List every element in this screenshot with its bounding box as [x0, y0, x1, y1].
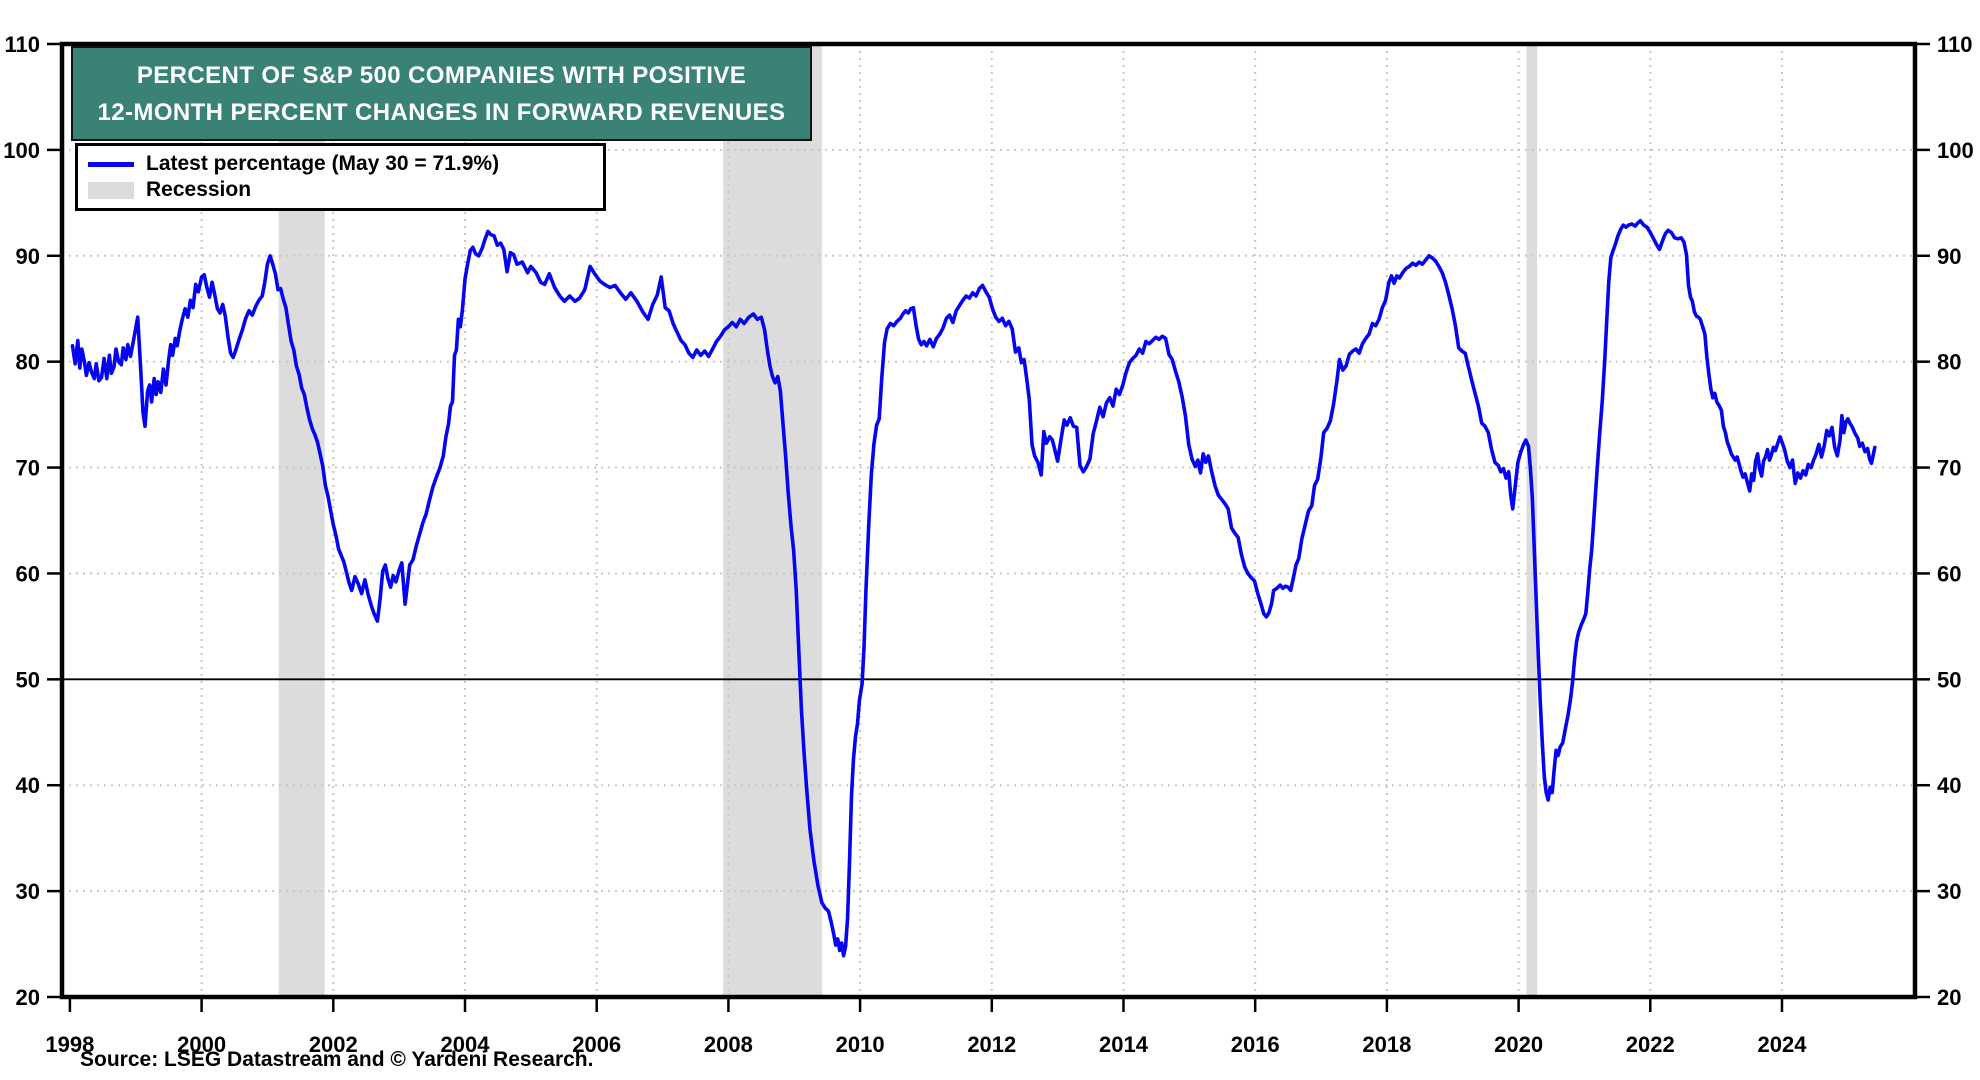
plot-frame [59, 41, 1918, 1000]
axis-labels: 1998 2000 2002 2004 2006 2008 2010 2012 2014 2016… [3, 32, 1973, 1057]
y-tick-label-left: 50 [16, 667, 40, 692]
chart-title-line2: 12-MONTH PERCENT CHANGES IN FORWARD REVE… [97, 98, 786, 126]
legend: Latest percentage (May 30 = 71.9%) Reces… [75, 143, 606, 211]
y-tick-label-left: 70 [16, 456, 40, 481]
recession-swatch [88, 181, 134, 199]
y-tick-label-left: 80 [16, 350, 40, 375]
y-tick-label-left: 90 [16, 244, 40, 269]
y-tick-label-right: 70 [1937, 456, 1961, 481]
x-tick-label: 1998 [45, 1032, 94, 1057]
plot-border [59, 41, 1918, 1000]
x-tick-label: 2002 [309, 1032, 358, 1057]
y-tick-label-right: 50 [1937, 667, 1961, 692]
axis-ticks [47, 42, 1930, 1012]
y-tick-label-right: 80 [1937, 350, 1961, 375]
y-tick-label-left: 110 [5, 32, 41, 57]
y-tick-label-left: 30 [16, 879, 40, 904]
chart-title-box: PERCENT OF S&P 500 COMPANIES WITH POSITI… [71, 46, 812, 141]
y-tick-label-right: 20 [1937, 985, 1961, 1010]
legend-row-recession: Recession [78, 177, 603, 203]
x-tick-label: 2004 [441, 1032, 491, 1057]
y-tick-label-right: 110 [1937, 32, 1973, 57]
y-tick-label-left: 40 [16, 773, 40, 798]
x-tick-label: 2022 [1626, 1032, 1675, 1057]
y-tick-label-right: 100 [1937, 138, 1974, 163]
x-tick-label: 2018 [1362, 1032, 1411, 1057]
x-tick-label: 2012 [967, 1032, 1016, 1057]
x-tick-label: 2008 [704, 1032, 753, 1057]
recession-band [723, 44, 822, 997]
x-tick-label: 2024 [1758, 1032, 1808, 1057]
y-tick-label-right: 60 [1937, 561, 1961, 586]
latest-percentage-line [70, 219, 1877, 958]
series-legend-label: Latest percentage (May 30 = 71.9%) [146, 152, 500, 175]
x-tick-label: 2016 [1231, 1032, 1280, 1057]
y-tick-label-right: 40 [1937, 773, 1961, 798]
x-tick-label: 2006 [572, 1032, 621, 1057]
x-tick-label: 2000 [177, 1032, 226, 1057]
y-tick-label-left: 60 [16, 561, 40, 586]
x-tick-label: 2020 [1494, 1032, 1543, 1057]
x-tick-label: 2010 [836, 1032, 885, 1057]
data-series [70, 219, 1877, 958]
recession-legend-label: Recession [146, 178, 252, 201]
source-attribution: Source: LSEG Datastream and © Yardeni Re… [80, 1048, 594, 1071]
series-line-swatch [88, 161, 134, 167]
y-tick-label-right: 30 [1937, 879, 1961, 904]
x-tick-label: 2014 [1099, 1032, 1149, 1057]
chart-title-line1: PERCENT OF S&P 500 COMPANIES WITH POSITI… [136, 61, 747, 89]
y-tick-label-right: 90 [1937, 244, 1961, 269]
y-tick-label-left: 100 [3, 138, 40, 163]
legend-row-series: Latest percentage (May 30 = 71.9%) [78, 151, 603, 177]
y-tick-label-left: 20 [16, 985, 40, 1010]
